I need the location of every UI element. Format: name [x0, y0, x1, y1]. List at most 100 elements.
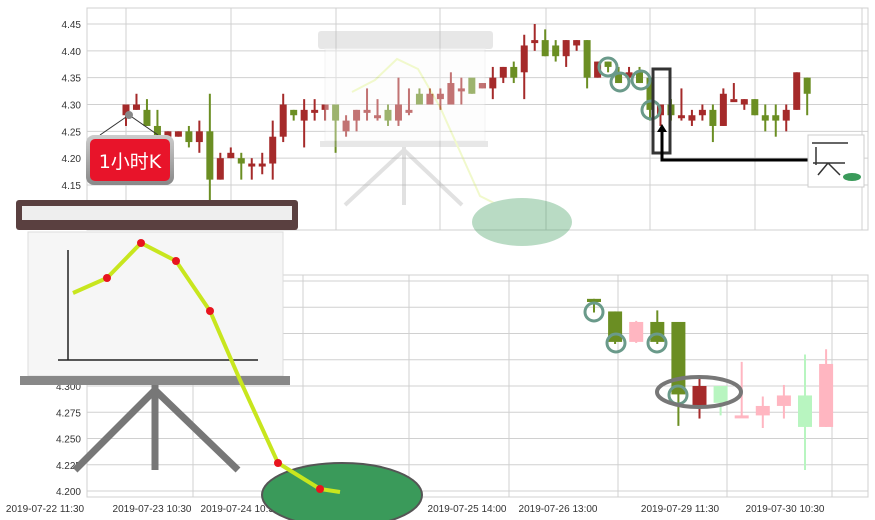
candle-body: [709, 109, 717, 126]
candle-body: [248, 163, 256, 167]
candle: [363, 88, 371, 121]
candle-body: [499, 66, 507, 78]
x-tick-label: 2019-07-26 13:00: [519, 504, 598, 515]
candle: [709, 104, 717, 143]
candle-body: [279, 104, 287, 137]
candle: [185, 125, 193, 148]
candle-body: [782, 109, 790, 121]
candle: [290, 109, 298, 121]
candle-body: [457, 88, 465, 92]
arrow-head: [657, 124, 667, 132]
candle: [332, 104, 340, 153]
candle-body: [164, 131, 172, 137]
trend-point: [316, 485, 324, 493]
candle: [761, 104, 769, 132]
candle-body: [227, 152, 235, 159]
candle: [740, 99, 748, 110]
candle-body: [740, 99, 748, 105]
candle-body: [332, 104, 340, 121]
candle-body: [776, 395, 791, 406]
candle-body: [819, 363, 834, 427]
candle: [819, 349, 834, 427]
candle-body: [342, 120, 350, 132]
highlight-ring: [646, 332, 668, 354]
candle: [321, 104, 329, 121]
candle: [583, 40, 591, 89]
candle: [237, 152, 245, 180]
y-tick-label: 4.40: [62, 47, 82, 58]
candle-body: [353, 109, 361, 121]
candle-body: [562, 40, 570, 57]
candle: [751, 99, 759, 116]
candle-body: [730, 99, 738, 103]
candle-body: [646, 77, 654, 110]
candle: [269, 120, 277, 180]
projector-bar: [318, 31, 493, 49]
candle-body: [206, 131, 214, 180]
x-tick-label: 2019-07-24 10:30: [201, 504, 280, 515]
candle-body: [798, 395, 812, 427]
candle: [692, 377, 707, 419]
candle: [415, 88, 423, 105]
candle-body: [677, 115, 685, 119]
candle-body: [751, 99, 759, 116]
candle: [730, 83, 738, 103]
trend-line: [351, 57, 513, 213]
candle: [384, 104, 392, 126]
projector: [16, 200, 298, 473]
candle: [132, 93, 140, 110]
highlight-ring: [609, 71, 631, 93]
projector-legs: [343, 147, 464, 207]
candle-body: [185, 131, 193, 143]
x-tick-label: 2019-07-23 10:30: [113, 504, 192, 515]
candle: [541, 29, 549, 57]
candle-body: [604, 61, 612, 67]
candle-body: [719, 93, 727, 126]
candle-body: [426, 93, 434, 105]
projector-axes: [58, 250, 258, 361]
thumbnail-projector-icon: [812, 142, 848, 176]
candle-body: [258, 163, 266, 167]
projector-screen: [324, 48, 486, 142]
candle-body: [615, 72, 623, 84]
x-tick-label: 2019-07-22 11:30: [6, 504, 85, 515]
trend-point: [274, 459, 282, 467]
candle-body: [405, 109, 413, 113]
candle-body: [174, 131, 182, 137]
candle: [604, 61, 612, 73]
projector-bar-shine: [22, 206, 292, 220]
candle-body: [122, 104, 130, 116]
candle-body: [363, 109, 371, 113]
trend-point: [172, 257, 180, 265]
candle: [772, 104, 780, 137]
y-tick-label: 4.20: [62, 154, 82, 165]
candle: [629, 320, 644, 343]
candle: [447, 72, 455, 105]
candle: [793, 72, 801, 110]
candle: [227, 147, 235, 159]
y-tick-label: 4.200: [56, 487, 81, 498]
candle-body: [636, 72, 644, 84]
y-tick-label: 4.30: [62, 101, 82, 112]
trend-point: [103, 274, 111, 282]
coin-faded: [472, 198, 572, 246]
highlight-ring: [605, 332, 627, 354]
projector-base: [20, 376, 290, 385]
candle-body: [793, 72, 801, 110]
candle: [594, 61, 602, 78]
candle: [650, 310, 665, 344]
thumbnail-coin-icon: [843, 173, 861, 181]
candle-body: [311, 109, 319, 113]
candle: [394, 77, 402, 126]
candle-body: [489, 77, 497, 89]
y-tick-label: 4.275: [56, 408, 81, 419]
y-tick-label: 4.225: [56, 461, 81, 472]
candle: [698, 104, 706, 121]
candle: [279, 93, 287, 143]
badge-pin: [125, 111, 133, 119]
candle: [552, 40, 560, 62]
y-tick-label: 4.300: [56, 382, 81, 393]
candle: [143, 99, 151, 126]
candle-body: [143, 109, 151, 126]
